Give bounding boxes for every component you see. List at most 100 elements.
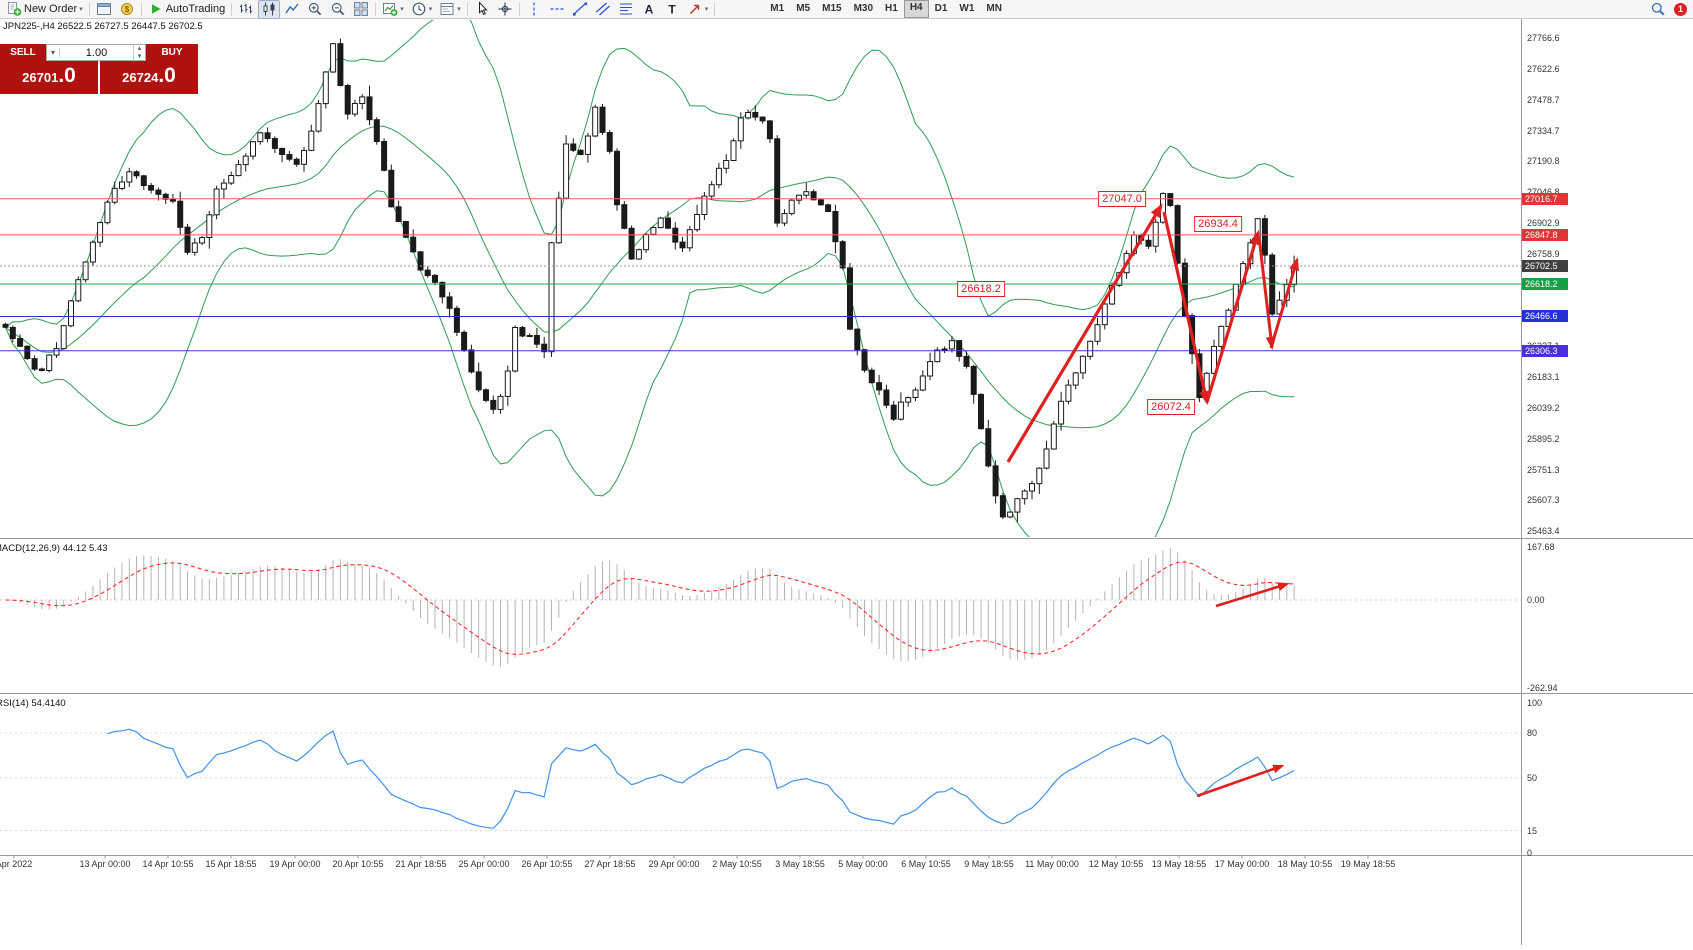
timeframe-m15-button[interactable]: M15 [822,3,842,14]
candles-icon [261,1,277,17]
new-chart-button[interactable]: ▾ [379,0,407,19]
timeframe-d1-button[interactable]: D1 [934,3,948,14]
toolbar-separator [518,2,520,16]
fibo-icon [618,1,634,17]
volume-up-icon[interactable]: ▴ [137,44,142,52]
autotrading-button-label: AutoTrading [165,3,226,15]
dropdown-caret-icon: ▾ [704,6,709,13]
toolbar-separator [88,2,90,16]
dropdown-caret-icon: ▾ [400,6,404,13]
new-order-button[interactable]: New Order ▾ [3,0,86,19]
notification-badge[interactable]: 1 [1674,2,1687,16]
buy-price[interactable]: 26724.0 [100,61,198,94]
window-icon [96,1,112,17]
time-axis[interactable] [0,856,1521,878]
toolbar-group-chart-modes [235,0,372,19]
new-order-button-label: New Order [24,3,78,15]
bars-icon [238,1,254,17]
dropdown-caret-icon: ▾ [457,6,461,13]
volume-down-icon[interactable]: ▾ [137,52,142,60]
autotrading-button[interactable]: AutoTrading [145,0,229,19]
toolbar-separator [231,2,233,16]
macd-indicator-label: MACD(12,26,9) 44.12 5.43 [0,543,108,554]
timeframe-w1-button[interactable]: W1 [959,3,975,14]
market-watch-button[interactable]: $ [116,0,138,19]
sell-price-main: 26701 [22,70,59,85]
linechart-icon [284,1,300,17]
toolbar-separator [375,2,377,16]
cursor-icon [474,1,490,17]
timeframe-mn-button[interactable]: MN [986,3,1002,14]
search-button[interactable] [1647,0,1669,19]
templates-button[interactable]: ▾ [436,0,464,19]
text-button[interactable]: A [638,0,660,19]
sell-price[interactable]: 26701.0 [0,61,98,94]
channel-icon [595,1,611,17]
toolbar-group-chart-tools: ▾ ▾ ▾ [379,0,464,19]
volume-dropdown-icon[interactable]: ▾ [47,48,60,57]
buy-price-main: 26724 [122,70,159,85]
one-click-trading-panel: SELL ▾ 1.00 ▴ ▾ BUY 26701.0 26724.0 [0,44,198,94]
toolbar-separator [714,2,716,16]
vertical-line-button[interactable] [523,0,545,19]
magnifier-icon [1650,1,1666,17]
toolbar-group-drawing-tools: A T ▾ [523,0,712,19]
timeframe-m30-button[interactable]: M30 [853,3,874,14]
trend-arrows-layer [1006,203,1300,798]
toolbar-group-windows: $ [93,0,138,19]
timeframe-m5-button[interactable]: M5 [796,3,811,14]
arrows-tool-button[interactable]: ▾ [684,0,712,19]
zoom-in-icon [307,1,323,17]
dropdown-caret-icon: ▾ [428,6,433,13]
equidistant-channel-button[interactable] [592,0,614,19]
price-axis[interactable] [1522,19,1693,945]
panel-separators [0,19,1693,945]
tile-icon [353,1,369,17]
crosshair-button[interactable] [494,0,516,19]
timeframe-m1-button[interactable]: M1 [770,3,785,14]
periods-button[interactable]: ▾ [408,0,436,19]
coin-icon: $ [119,1,135,17]
timeframe-h1-button[interactable]: H1 [885,3,898,14]
cursor-button[interactable] [471,0,493,19]
line-chart-mode-button[interactable] [281,0,303,19]
timeframe-h4-button[interactable]: H4 [903,0,929,18]
new-order-icon [6,1,22,17]
trendline-button[interactable] [569,0,591,19]
text-label-button[interactable]: T [661,0,683,19]
volume-spinner[interactable]: ▴ ▾ [133,44,145,61]
arrowtool-icon [687,1,703,17]
tile-windows-button[interactable] [350,0,372,19]
horizontal-lines [0,198,1521,352]
toolbar-group-pointer-tools [471,0,516,19]
toolbar-group-timeframes: M1 M5 M15 M30 H1 H4 D1 W1 MN [764,0,1008,18]
textT-icon: T [664,1,680,17]
rsi-panel [0,728,1521,831]
toolbar-separator [466,2,468,16]
svg-text:T: T [668,3,676,17]
bollinger-bands [5,20,1295,537]
bar-chart-mode-button[interactable] [235,0,257,19]
zoom-out-button[interactable] [327,0,349,19]
sell-button[interactable]: SELL [0,44,46,61]
chart-plus-icon [382,1,398,17]
buy-price-fraction: .0 [158,64,176,87]
svg-text:$: $ [124,5,129,14]
horizontal-line-button[interactable] [546,0,568,19]
charts-window-button[interactable] [93,0,115,19]
play-icon [148,1,164,17]
fibonacci-button[interactable] [615,0,637,19]
volume-value[interactable]: 1.00 [85,46,108,59]
zoom-out-icon [330,1,346,17]
dropdown-caret-icon: ▾ [79,6,83,13]
sell-price-fraction: .0 [58,64,76,87]
zoom-in-button[interactable] [304,0,326,19]
volume-control[interactable]: ▾ 1.00 ▴ ▾ [46,44,146,61]
template-icon [439,1,455,17]
chart-ohlc-info: JPN225-,H4 26522.5 26727.5 26447.5 26702… [3,21,203,32]
candlestick-mode-button[interactable] [258,0,281,19]
buy-button[interactable]: BUY [146,44,198,61]
toolbar-group-autotrading: AutoTrading [145,0,229,19]
